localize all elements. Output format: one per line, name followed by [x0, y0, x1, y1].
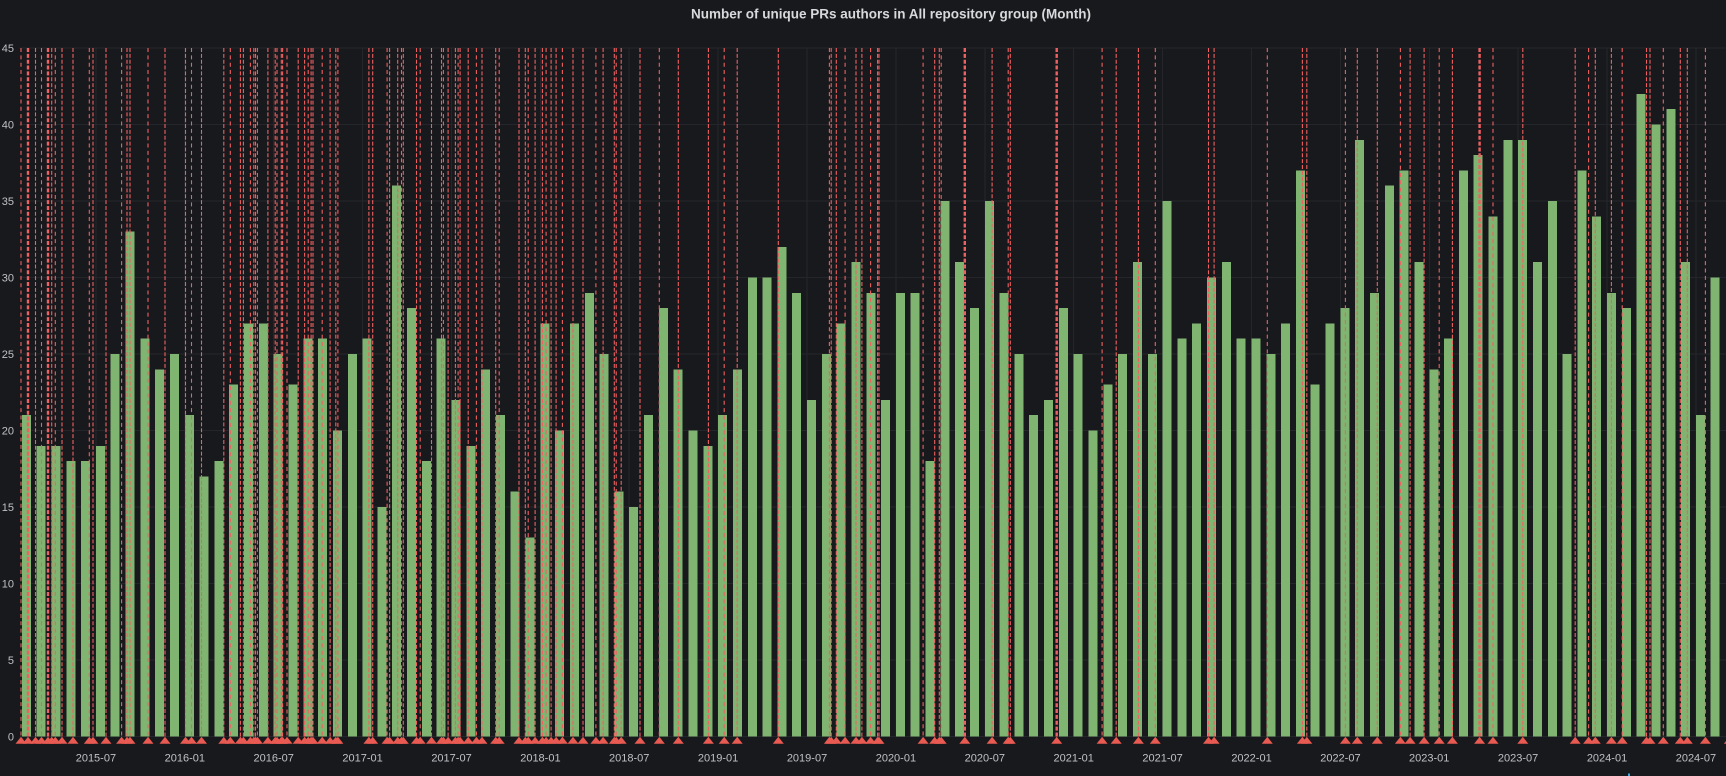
- svg-text:2019-07: 2019-07: [787, 753, 827, 765]
- svg-text:2020-01: 2020-01: [876, 753, 916, 765]
- svg-text:2022-07: 2022-07: [1320, 753, 1360, 765]
- svg-text:30: 30: [2, 273, 14, 285]
- svg-text:2022-01: 2022-01: [1231, 753, 1271, 765]
- svg-text:2024-07: 2024-07: [1676, 753, 1716, 765]
- svg-text:2018-01: 2018-01: [520, 753, 560, 765]
- svg-text:2016-01: 2016-01: [165, 753, 205, 765]
- svg-text:45: 45: [2, 43, 14, 55]
- svg-text:5: 5: [8, 655, 14, 667]
- svg-text:10: 10: [2, 579, 14, 591]
- svg-text:25: 25: [2, 349, 14, 361]
- svg-text:2021-07: 2021-07: [1142, 753, 1182, 765]
- svg-text:40: 40: [2, 120, 14, 132]
- svg-text:2024-01: 2024-01: [1587, 753, 1627, 765]
- svg-text:35: 35: [2, 196, 14, 208]
- svg-text:2019-01: 2019-01: [698, 753, 738, 765]
- svg-text:2017-07: 2017-07: [431, 753, 471, 765]
- svg-text:2020-07: 2020-07: [965, 753, 1005, 765]
- svg-text:2021-01: 2021-01: [1054, 753, 1094, 765]
- svg-text:2017-01: 2017-01: [342, 753, 382, 765]
- svg-text:2023-07: 2023-07: [1498, 753, 1538, 765]
- svg-text:Number of unique PRs authors i: Number of unique PRs authors in All repo…: [691, 7, 1091, 22]
- svg-text:20: 20: [2, 426, 14, 438]
- svg-text:2018-07: 2018-07: [609, 753, 649, 765]
- svg-text:0: 0: [8, 732, 14, 744]
- svg-text:2016-07: 2016-07: [254, 753, 294, 765]
- svg-text:2015-07: 2015-07: [76, 753, 116, 765]
- svg-text:15: 15: [2, 502, 14, 514]
- svg-text:2023-01: 2023-01: [1409, 753, 1449, 765]
